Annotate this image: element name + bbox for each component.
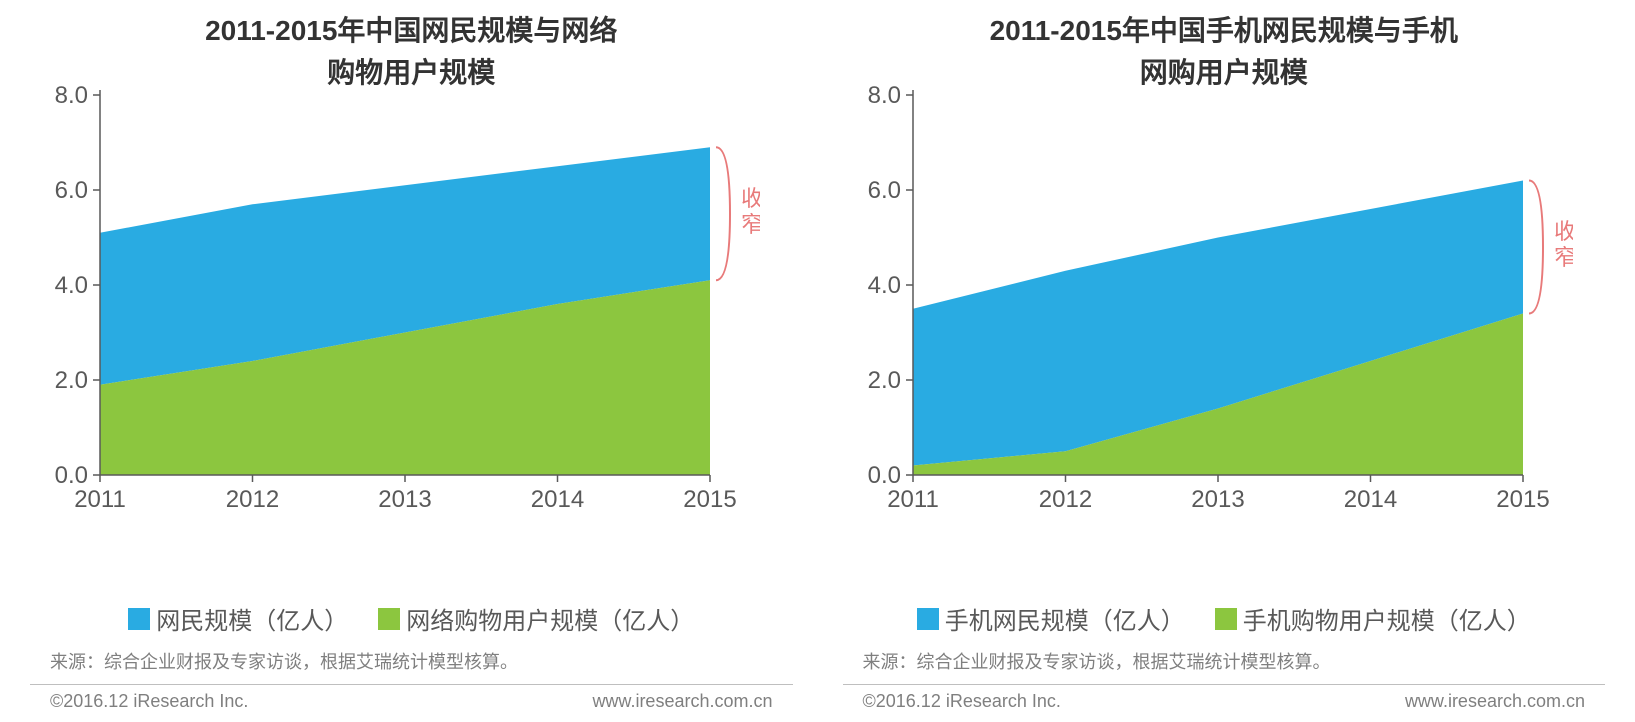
legend-item: 网民规模（亿人） [128,601,348,636]
y-tick-label: 4.0 [867,272,900,299]
legend-item: 手机网民规模（亿人） [917,601,1185,636]
source-text: 来源：综合企业财报及专家访谈，根据艾瑞统计模型核算。 [30,648,793,674]
bracket-label: 收 [741,186,760,211]
y-tick-label: 0.0 [55,462,88,489]
bracket-label: 窄 [1553,245,1572,270]
x-tick-label: 2014 [531,486,584,513]
legend-label: 网络购物用户规模（亿人） [406,601,694,636]
chart-area: 0.0 2.0 4.0 6.0 8.0 2011 2012 2013 2014 2015 收窄 [30,65,793,593]
bracket-label: 窄 [741,212,760,237]
legend: 手机网民规模（亿人） 手机购物用户规模（亿人） [843,601,1606,636]
x-tick-label: 2011 [887,486,939,513]
x-tick-label: 2013 [1191,486,1244,513]
y-tick-label: 6.0 [867,177,900,204]
legend-item: 网络购物用户规模（亿人） [378,601,694,636]
y-tick-label: 2.0 [55,367,88,394]
legend-swatch [1215,608,1237,630]
bracket-label: 收 [1553,219,1572,244]
y-tick-label: 2.0 [867,367,900,394]
x-tick-label: 2015 [1496,486,1549,513]
y-tick-label: 8.0 [55,82,88,109]
y-tick-label: 4.0 [55,272,88,299]
legend-swatch [128,608,150,630]
legend-label: 网民规模（亿人） [156,601,348,636]
x-tick-label: 2012 [1038,486,1091,513]
footer: ©2016.12 iResearch Inc. www.iresearch.co… [843,684,1606,712]
legend-swatch [378,608,400,630]
right-panel: 2011-2015年中国手机网民规模与手机网购用户规模 0.02.04.06.0… [843,10,1606,712]
x-tick-label: 2014 [1343,486,1396,513]
url-text: www.iresearch.com.cn [1405,691,1585,712]
x-tick-label: 2013 [378,486,431,513]
bracket-icon [1529,181,1543,314]
copyright-text: ©2016.12 iResearch Inc. [50,691,248,712]
legend: 网民规模（亿人） 网络购物用户规模（亿人） [30,601,793,636]
legend-label: 手机购物用户规模（亿人） [1243,601,1531,636]
legend-item: 手机购物用户规模（亿人） [1215,601,1531,636]
source-text: 来源：综合企业财报及专家访谈，根据艾瑞统计模型核算。 [843,648,1606,674]
url-text: www.iresearch.com.cn [592,691,772,712]
y-tick-label: 6.0 [55,177,88,204]
y-tick-label: 0.0 [867,462,900,489]
area-chart-svg: 0.0 2.0 4.0 6.0 8.0 2011 2012 2013 2014 2015 收窄 [30,65,760,525]
legend-swatch [917,608,939,630]
chart-area: 0.0 2.0 4.0 6.0 8.0 2011 2012 2013 2014 2015 收窄 [843,65,1606,593]
left-panel: 2011-2015年中国网民规模与网络购物用户规模 0.02.04.06.08.… [30,10,793,712]
x-tick-label: 2012 [226,486,279,513]
copyright-text: ©2016.12 iResearch Inc. [863,691,1061,712]
x-tick-label: 2011 [74,486,126,513]
footer: ©2016.12 iResearch Inc. www.iresearch.co… [30,684,793,712]
bracket-icon [716,147,730,280]
x-tick-label: 2015 [683,486,736,513]
y-tick-label: 8.0 [867,82,900,109]
legend-label: 手机网民规模（亿人） [945,601,1185,636]
area-chart-svg: 0.0 2.0 4.0 6.0 8.0 2011 2012 2013 2014 2015 收窄 [843,65,1573,525]
